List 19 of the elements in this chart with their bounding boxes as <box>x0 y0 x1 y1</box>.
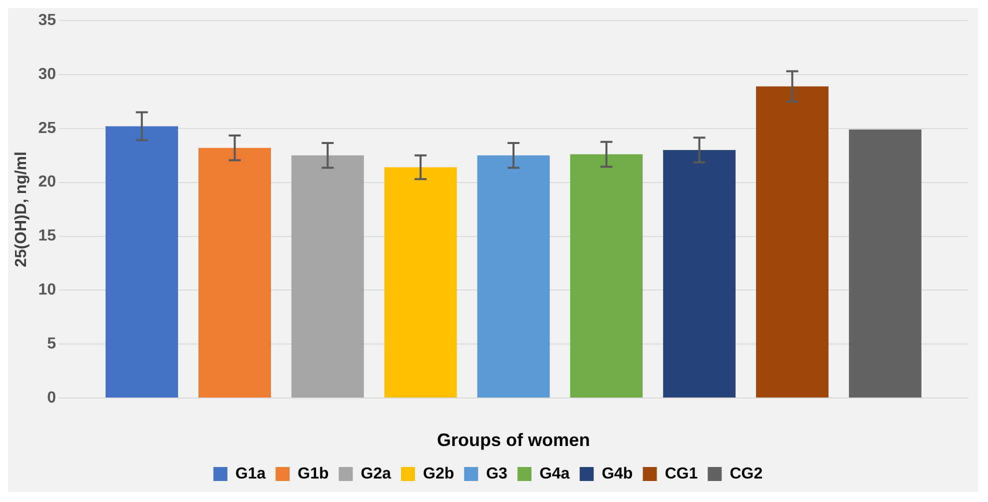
y-tick-label: 5 <box>47 335 56 352</box>
legend-label: G4b <box>602 465 634 482</box>
legend-label: CG1 <box>664 465 698 482</box>
y-tick-label: 15 <box>38 228 56 245</box>
legend-label: CG2 <box>730 465 763 482</box>
legend-label: G3 <box>486 465 508 482</box>
legend-label: G2b <box>422 465 454 482</box>
y-tick-label: 35 <box>38 12 56 30</box>
y-tick-label: 25 <box>38 120 56 137</box>
legend-label: G1a <box>235 465 266 482</box>
legend-label: G2a <box>360 465 392 482</box>
y-axis-title: 25(OH)D, ng/ml <box>13 152 30 268</box>
legend-label: G1b <box>298 465 329 482</box>
y-tick-label: 10 <box>38 282 56 299</box>
x-axis-title: Groups of women <box>437 430 590 450</box>
y-tick-label: 30 <box>38 66 56 83</box>
y-tick-label: 0 <box>47 389 56 406</box>
y-tick-label: 20 <box>38 174 56 191</box>
legend-label: G4a <box>539 465 570 482</box>
